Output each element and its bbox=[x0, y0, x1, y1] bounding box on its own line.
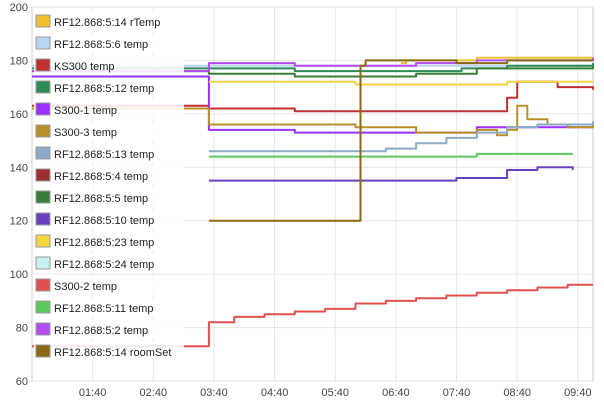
legend-swatch bbox=[35, 256, 51, 270]
series-line bbox=[32, 63, 594, 73]
x-tick-label: 03:40 bbox=[200, 387, 228, 399]
legend-swatch bbox=[35, 80, 51, 94]
legend-entry-bg bbox=[34, 100, 184, 119]
legend-label: RF12.868:5:2 temp bbox=[54, 325, 148, 337]
series-line bbox=[32, 65, 594, 78]
legend-label: S300-2 temp bbox=[54, 281, 117, 293]
legend-entry-bg bbox=[34, 320, 184, 339]
y-tick-label: 120 bbox=[10, 216, 28, 228]
legend-entry-bg bbox=[34, 188, 184, 207]
legend-swatch bbox=[35, 234, 51, 248]
legend-entry-bg bbox=[34, 166, 184, 185]
series-line bbox=[400, 56, 594, 65]
x-tick-label: 02:40 bbox=[140, 387, 168, 399]
legend-label: RF12.868:5:6 temp bbox=[54, 39, 148, 51]
legend-label: S300-3 temp bbox=[54, 127, 117, 139]
legend-swatch bbox=[35, 278, 51, 292]
legend-entry-bg bbox=[34, 56, 184, 75]
y-tick-label: 140 bbox=[10, 162, 28, 174]
legend-swatch bbox=[35, 36, 51, 50]
y-tick-label: 60 bbox=[16, 376, 28, 388]
series-line bbox=[208, 121, 594, 153]
legend-label: RF12.868:5:11 temp bbox=[54, 303, 153, 315]
legend-entry-bg bbox=[34, 122, 184, 141]
legend-swatch bbox=[35, 102, 51, 116]
legend-entry-bg bbox=[34, 12, 184, 31]
series-line bbox=[208, 59, 593, 222]
legend-entry-bg bbox=[34, 144, 184, 163]
legend-swatch bbox=[35, 146, 51, 160]
x-tick-label: 07:40 bbox=[443, 387, 471, 399]
legend-swatch bbox=[35, 124, 51, 138]
series-line bbox=[208, 152, 573, 158]
legend-swatch bbox=[35, 344, 51, 358]
legend-swatch bbox=[35, 168, 51, 182]
legend-entry-bg bbox=[34, 232, 184, 251]
legend: RF12.868:5:14 rTemp RF12.868:5:6 temp KS30… bbox=[34, 12, 184, 361]
legend-entry-bg bbox=[34, 254, 184, 273]
legend-swatch bbox=[35, 322, 51, 336]
series-line bbox=[32, 283, 593, 348]
y-tick-label: 160 bbox=[10, 109, 28, 121]
legend-label: S300-1 temp bbox=[54, 105, 117, 117]
x-tick-label: 09:40 bbox=[564, 387, 592, 399]
legend-label: RF12.868:5:14 roomSet bbox=[54, 347, 171, 359]
legend-label: KS300 temp bbox=[54, 61, 115, 73]
x-tick-label: 05:40 bbox=[321, 387, 349, 399]
legend-entry-bg bbox=[34, 342, 184, 361]
legend-label: RF12.868:5:24 temp bbox=[54, 259, 154, 271]
axes: 60 80 100 120 140 160 180 200 01:40 02:40 03:40 04:… bbox=[10, 2, 592, 399]
legend-swatch bbox=[35, 300, 51, 314]
y-tick-label: 100 bbox=[10, 269, 28, 281]
series-line bbox=[32, 80, 594, 113]
legend-label: RF12.868:5:13 temp bbox=[54, 149, 154, 161]
legend-swatch bbox=[35, 190, 51, 204]
legend-label: RF12.868:5:5 temp bbox=[54, 193, 148, 205]
y-tick-label: 80 bbox=[16, 323, 28, 335]
series-line bbox=[208, 80, 593, 86]
legend-label: RF12.868:5:4 temp bbox=[54, 171, 148, 183]
y-tick-label: 200 bbox=[10, 2, 28, 14]
legend-label: RF12.868:5:23 temp bbox=[54, 237, 154, 249]
legend-entry-bg bbox=[34, 276, 184, 295]
y-tick-label: 180 bbox=[10, 55, 28, 67]
legend-label: RF12.868:5:14 rTemp bbox=[54, 17, 160, 29]
legend-label: RF12.868:5:12 temp bbox=[54, 83, 154, 95]
x-tick-label: 04:40 bbox=[261, 387, 289, 399]
legend-swatch bbox=[35, 14, 51, 28]
legend-entry-bg bbox=[34, 210, 184, 229]
legend-entry-bg bbox=[34, 34, 184, 53]
legend-entry-bg bbox=[34, 298, 184, 317]
series-line bbox=[208, 166, 574, 182]
legend-label: RF12.868:5:10 temp bbox=[54, 215, 154, 227]
series-layer bbox=[32, 56, 594, 348]
legend-entry-bg bbox=[34, 78, 184, 97]
x-tick-label: 06:40 bbox=[382, 387, 410, 399]
series-line bbox=[32, 57, 594, 73]
x-tick-label: 08:40 bbox=[503, 387, 531, 399]
legend-swatch bbox=[35, 212, 51, 226]
legend-swatch bbox=[35, 58, 51, 72]
x-tick-label: 01:40 bbox=[79, 387, 107, 399]
